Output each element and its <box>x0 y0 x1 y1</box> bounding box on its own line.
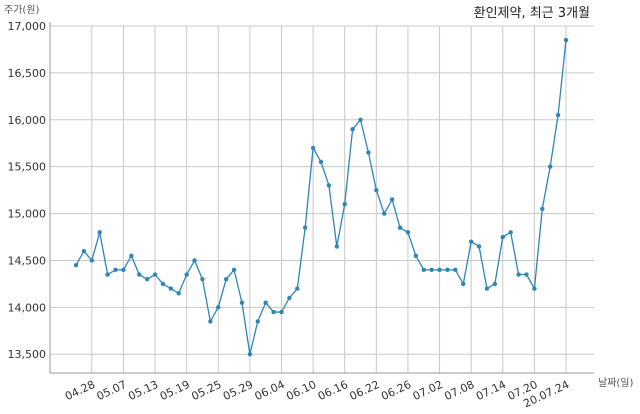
data-point <box>279 309 284 315</box>
y-tick-label: 17,000 <box>8 20 47 33</box>
x-tick-label: 05.13 <box>126 378 160 403</box>
data-point <box>429 267 434 273</box>
data-point <box>342 201 347 207</box>
data-point <box>113 267 118 273</box>
y-tick-label: 15,000 <box>8 208 47 221</box>
data-point <box>500 234 505 240</box>
data-point <box>176 291 181 296</box>
data-point <box>192 258 197 263</box>
x-tick-label: 05.29 <box>221 378 255 403</box>
y-tick-label: 15,500 <box>8 161 47 174</box>
data-point <box>239 300 245 305</box>
data-point <box>73 262 79 268</box>
price-data-points <box>73 37 569 357</box>
data-point <box>318 159 324 165</box>
data-point <box>81 248 87 254</box>
data-point <box>302 225 308 230</box>
data-point <box>374 187 379 193</box>
y-tick-label: 16,500 <box>8 67 47 80</box>
data-point <box>326 183 332 188</box>
data-point <box>350 126 355 132</box>
y-tick-label: 14,000 <box>8 301 47 314</box>
data-point <box>89 258 95 263</box>
chart-title: 환인제약, 최근 3개월 <box>474 6 590 21</box>
data-point <box>532 286 537 291</box>
x-tick-label: 05.07 <box>95 378 129 403</box>
data-point <box>223 277 229 282</box>
data-point <box>524 272 529 277</box>
data-point <box>97 230 102 235</box>
data-point <box>484 286 490 291</box>
x-tick-label: 07.14 <box>474 378 508 403</box>
x-tick-labels: 04.2805.0705.1305.1905.2505.2906.0406.10… <box>63 378 571 410</box>
data-point <box>540 206 545 212</box>
x-tick-label: 06.04 <box>253 378 287 403</box>
data-point <box>271 309 276 315</box>
data-point <box>358 117 363 122</box>
data-point <box>295 286 300 291</box>
data-point <box>247 352 253 357</box>
data-point <box>184 272 189 277</box>
data-point <box>397 225 403 230</box>
data-point <box>200 277 205 282</box>
x-tick-label: 06.10 <box>284 378 318 403</box>
y-tick-label: 14,500 <box>8 254 47 267</box>
x-tick-label: 06.22 <box>348 378 382 403</box>
data-point <box>389 197 395 202</box>
data-point <box>216 305 221 310</box>
data-point <box>492 281 498 287</box>
data-point <box>129 253 134 258</box>
data-point <box>137 272 142 277</box>
data-point <box>168 286 174 291</box>
data-point <box>231 267 237 273</box>
data-point <box>563 37 569 43</box>
x-tick-label: 07.08 <box>442 378 476 403</box>
x-tick-label: 05.19 <box>158 378 192 403</box>
x-tick-label: 05.25 <box>189 378 223 403</box>
y-tick-labels: 13,500 14,000 14,500 15,000 15,500 16,000 16,5… <box>8 20 47 361</box>
grid-lines <box>50 25 594 373</box>
data-point <box>382 211 387 216</box>
data-point <box>516 272 521 277</box>
data-point <box>437 267 442 273</box>
data-point <box>255 319 260 324</box>
data-point <box>144 277 150 282</box>
x-tick-label: 07.02 <box>411 378 445 403</box>
x-tick-label: 04.28 <box>63 378 97 403</box>
x-tick-label: 06.26 <box>379 378 413 403</box>
data-point <box>555 112 561 118</box>
data-point <box>421 267 426 273</box>
data-point <box>445 267 450 273</box>
data-point <box>461 281 466 287</box>
x-tick-label: 06.16 <box>316 378 350 403</box>
data-point <box>405 230 411 235</box>
data-point <box>160 281 166 287</box>
data-point <box>547 164 553 169</box>
y-tick-label: 16,000 <box>8 114 47 127</box>
data-point <box>152 272 158 277</box>
data-point <box>508 230 513 235</box>
data-point <box>121 267 126 273</box>
data-point <box>310 145 316 151</box>
data-point <box>334 244 340 249</box>
data-point <box>287 295 292 301</box>
data-point <box>105 272 110 277</box>
data-point <box>468 239 474 244</box>
data-point <box>366 150 371 155</box>
x-axis-title: 날짜(일) <box>598 377 634 389</box>
y-axis-title: 주가(원) <box>4 4 40 16</box>
data-point <box>476 244 482 249</box>
data-point <box>263 300 268 305</box>
data-point <box>453 267 458 273</box>
y-tick-label: 13,500 <box>8 348 47 361</box>
data-point <box>413 253 419 258</box>
data-point <box>208 319 213 324</box>
